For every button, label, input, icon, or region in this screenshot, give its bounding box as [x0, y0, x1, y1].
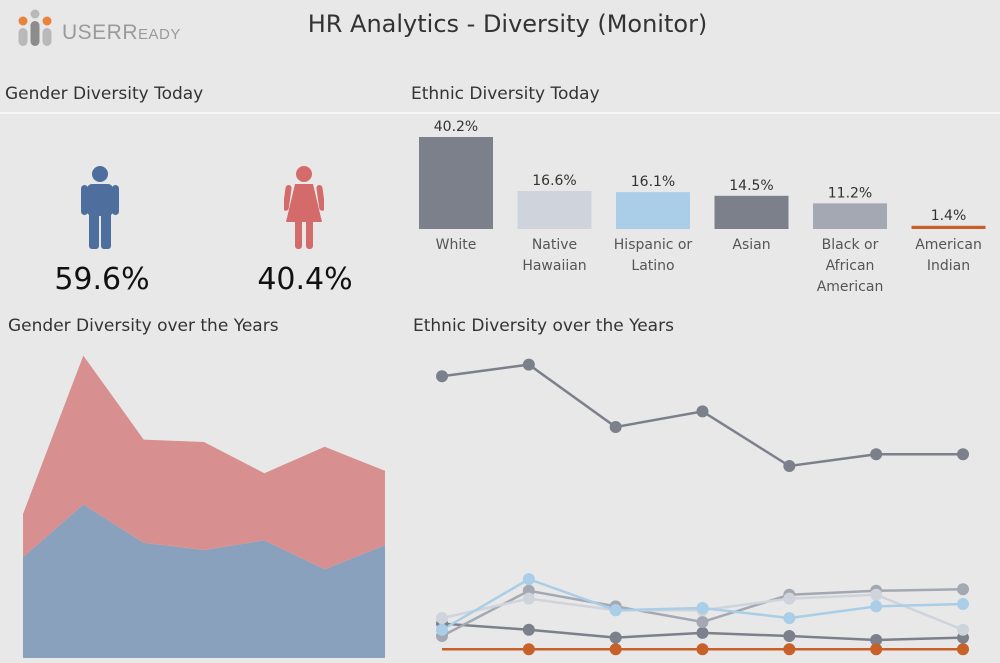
- series-point: [957, 643, 969, 656]
- female-percentage: 40.4%: [257, 262, 353, 297]
- category-label: Latino: [631, 258, 674, 274]
- series-point: [522, 643, 535, 656]
- category-label: American: [915, 237, 982, 253]
- gender-years-area-chart: [23, 355, 385, 658]
- logo-mark-icon: [18, 9, 52, 46]
- series-point: [783, 460, 796, 472]
- bar: [911, 225, 986, 229]
- male-icon: [81, 166, 119, 249]
- series-point: [870, 588, 883, 601]
- gender-years-title: Gender Diversity over the Years: [8, 316, 279, 336]
- series-point: [436, 370, 448, 383]
- category-label: Black or: [822, 237, 879, 253]
- bar-value-label: 1.4%: [931, 208, 967, 224]
- series-point: [870, 633, 883, 646]
- bar-value-label: 16.6%: [532, 173, 576, 189]
- category-label: American: [817, 279, 884, 295]
- series-point: [696, 405, 709, 418]
- bar: [419, 137, 493, 229]
- male-area: [23, 504, 385, 658]
- series-point: [870, 643, 883, 656]
- series-point: [783, 612, 796, 625]
- series-point: [522, 573, 535, 586]
- bar-value-label: 11.2%: [828, 185, 872, 201]
- bar: [616, 192, 690, 229]
- series-point: [957, 623, 969, 636]
- female-area: [23, 355, 385, 570]
- category-label: White: [436, 237, 477, 253]
- bar: [813, 203, 887, 229]
- series-point: [696, 643, 709, 656]
- series-point: [522, 623, 535, 636]
- category-label: African: [826, 258, 875, 274]
- category-label: Indian: [927, 258, 970, 274]
- category-label: Hispanic or: [614, 237, 693, 253]
- section-divider: [0, 112, 1000, 114]
- series-point: [870, 448, 883, 461]
- category-label: Hawaiian: [522, 258, 586, 274]
- series-point: [436, 623, 448, 636]
- female-icon: [284, 166, 324, 249]
- series-point: [522, 358, 535, 371]
- page-title: HR Analytics - Diversity (Monitor): [307, 10, 708, 38]
- gender-today-title: Gender Diversity Today: [5, 84, 204, 104]
- ethnic-years-line-chart: [436, 358, 969, 656]
- bar-value-label: 40.2%: [434, 119, 478, 135]
- ethnic-today-bar-chart: 40.2% White 16.6% Native Hawaiian 16.1% Hispan…: [419, 119, 986, 295]
- series-point: [696, 626, 709, 639]
- series-point: [783, 630, 796, 643]
- series-point: [783, 592, 796, 605]
- series-point: [609, 421, 622, 433]
- series-point: [870, 600, 883, 613]
- series-point: [957, 598, 969, 611]
- category-label: Native: [532, 237, 577, 253]
- series-point: [957, 448, 969, 461]
- series-point: [522, 592, 535, 605]
- series-point: [783, 643, 796, 656]
- ethnic-years-title: Ethnic Diversity over the Years: [413, 316, 674, 336]
- series-point: [696, 616, 709, 628]
- series-point: [609, 631, 622, 644]
- bar-value-label: 14.5%: [729, 178, 773, 194]
- category-label: Asian: [732, 237, 770, 253]
- userready-logo: USERREADY: [16, 8, 180, 52]
- series-point: [436, 612, 448, 625]
- series-point: [609, 604, 622, 617]
- bar: [714, 195, 789, 229]
- bar: [517, 191, 592, 229]
- ethnic-today-title: Ethnic Diversity Today: [411, 84, 600, 104]
- series-point: [957, 583, 969, 596]
- logo-text: USERREADY: [62, 21, 181, 44]
- bar-value-label: 16.1%: [631, 174, 675, 190]
- series-point: [696, 601, 709, 614]
- male-percentage: 59.6%: [54, 262, 150, 297]
- series-point: [609, 643, 622, 656]
